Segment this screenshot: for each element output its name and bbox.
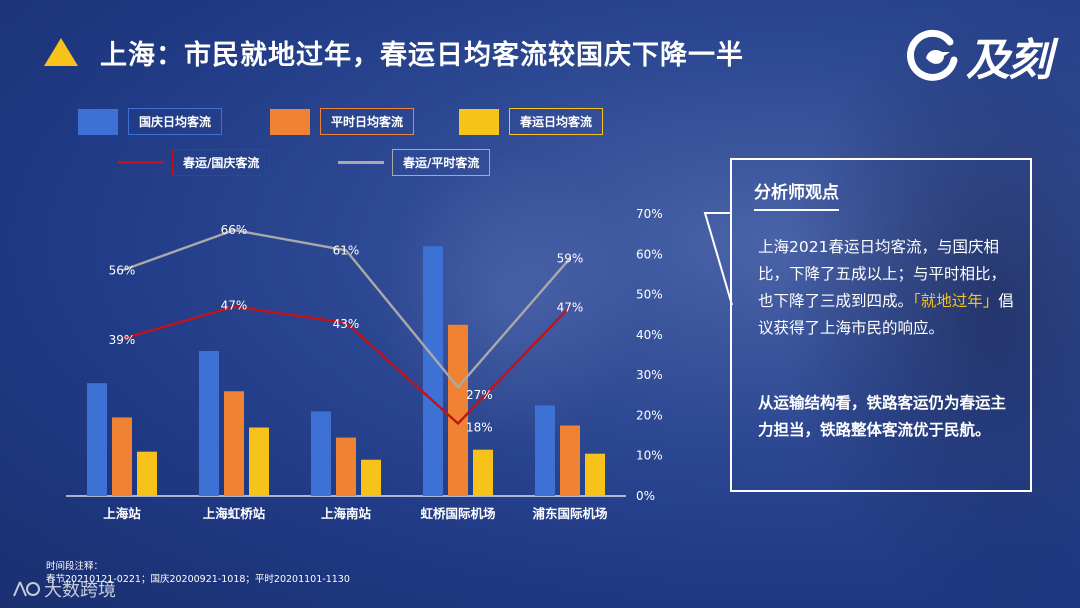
panel-pointer — [703, 212, 733, 306]
watermark-text: 大数跨境 — [44, 580, 116, 601]
legend-label: 平时日均客流 — [320, 108, 415, 135]
bar — [585, 453, 605, 496]
y-tick-label: 40% — [636, 328, 663, 342]
legend-label: 春运/平时客流 — [392, 149, 491, 176]
x-tick-label: 上海南站 — [321, 506, 372, 521]
panel-paragraph-2: 从运输结构看，铁路客运仍为春运主力担当，铁路整体客流优于民航。 — [758, 394, 1007, 439]
time-note-body: 春节20210121-0221；国庆20200921-1018；平时202011… — [46, 574, 350, 585]
y-tick-label: 70% — [636, 207, 663, 221]
y-tick-label: 50% — [636, 288, 663, 302]
analyst-panel: 分析师观点 上海2021春运日均客流，与国庆相比，下降了五成以上；与平时相比，也… — [730, 158, 1032, 492]
data-label: 59% — [557, 251, 584, 265]
data-label: 43% — [333, 317, 360, 331]
legend-swatch — [270, 108, 310, 135]
watermark: 大数跨境 — [10, 576, 116, 602]
legend-item-national-day: 国庆日均客流 — [78, 108, 223, 135]
time-note-title: 时间段注释： — [46, 561, 104, 572]
bar — [473, 449, 493, 496]
brand-logo: 及刻 — [904, 28, 1052, 86]
series-line — [121, 305, 571, 425]
bar — [87, 383, 107, 496]
bar — [137, 451, 157, 496]
y-tick-label: 60% — [636, 247, 663, 261]
bar — [535, 405, 555, 496]
data-label: 56% — [109, 263, 136, 277]
panel-title: 分析师观点 — [754, 178, 839, 211]
warning-triangle-icon — [44, 38, 78, 66]
data-label: 66% — [221, 223, 248, 237]
bar — [249, 427, 269, 496]
time-note: 时间段注释： 春节20210121-0221；国庆20200921-1018；平… — [46, 560, 350, 586]
combo-chart: 0% 10% 20% 30% 40% 50% 60% 70% 上海站 上海虹桥站 上海南站 虹桥国际机… — [87, 207, 663, 521]
bar — [423, 246, 443, 496]
y-tick-label: 30% — [636, 368, 663, 382]
x-tick-label: 上海站 — [103, 506, 141, 521]
bar — [448, 324, 468, 496]
panel-paragraph-1: 上海2021春运日均客流，与国庆相比，下降了五成以上；与平时相比，也下降了三成到… — [758, 234, 1016, 342]
data-label: 47% — [557, 301, 584, 315]
series-line — [121, 228, 571, 389]
panel-highlight: 「就地过年」 — [913, 292, 999, 310]
y-tick-label: 0% — [636, 489, 655, 503]
logo-text: 及刻 — [966, 35, 1052, 86]
legend-item-spring-vs-national: 春运/国庆客流 — [118, 149, 271, 176]
data-label: 18% — [466, 420, 493, 434]
legend-item-spring: 春运日均客流 — [459, 108, 604, 135]
legend-line — [118, 161, 164, 164]
legend-item-normal: 平时日均客流 — [270, 108, 415, 135]
bar — [224, 391, 244, 496]
y-tick-label: 20% — [636, 408, 663, 422]
page-title: 上海：市民就地过年，春运日均客流较国庆下降一半 — [100, 39, 744, 71]
title-row: 上海：市民就地过年，春运日均客流较国庆下降一半 — [44, 32, 744, 72]
data-label: 27% — [466, 388, 493, 402]
bar — [336, 437, 356, 496]
bar — [311, 411, 331, 496]
legend-line — [338, 161, 384, 164]
x-tick-label: 浦东国际机场 — [532, 506, 607, 521]
bar — [560, 425, 580, 496]
x-tick-label: 上海虹桥站 — [203, 506, 266, 521]
bar — [112, 417, 132, 496]
y-tick-label: 10% — [636, 449, 663, 463]
legend-label: 春运日均客流 — [509, 108, 604, 135]
data-label: 39% — [109, 333, 136, 347]
panel-text: 倡议获得了上海市民的响应。 — [758, 292, 1014, 337]
legend-swatch — [78, 108, 118, 135]
legend-label: 春运/国庆客流 — [172, 149, 271, 176]
bar — [361, 459, 381, 496]
bar — [199, 350, 219, 496]
legend-item-spring-vs-normal: 春运/平时客流 — [338, 149, 491, 176]
bird-circle-logo-icon — [907, 29, 958, 81]
data-label: 47% — [221, 299, 248, 313]
x-tick-label: 虹桥国际机场 — [420, 506, 495, 521]
legend-label: 国庆日均客流 — [128, 108, 223, 135]
legend-swatch — [459, 108, 499, 135]
data-label: 61% — [333, 243, 360, 257]
watermark-icon — [13, 581, 40, 597]
panel-text: 上海2021春运日均客流，与国庆相比，下降了五成以上；与平时相比，也下降了三成到… — [758, 238, 1007, 310]
